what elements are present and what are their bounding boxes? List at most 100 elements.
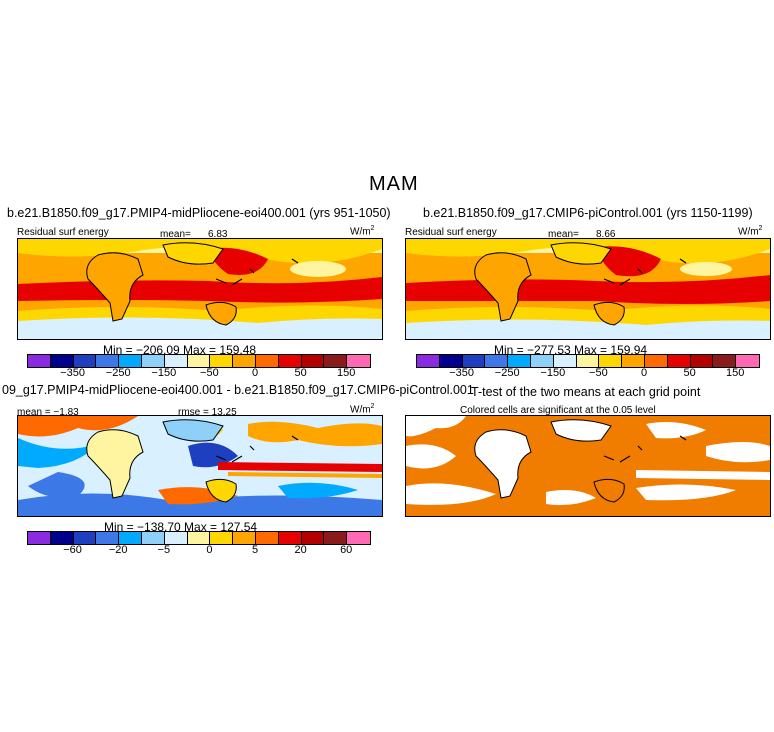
panel-c-colorbar-tick-label: 0	[206, 544, 213, 556]
panel-c-colorbar-tick-label: 5	[251, 544, 259, 556]
panel-a-colorbar-cell	[324, 355, 348, 367]
panel-c-colorbar-cell	[96, 532, 120, 544]
panel-b-colorbar-cell	[576, 355, 600, 367]
panel-c-colorbar-tick-label: 20	[294, 544, 307, 556]
panel-a-minmax: Min = −206.09 Max = 159.48	[103, 343, 257, 357]
panel-a-colorbar-cell	[50, 355, 74, 367]
panel-a-colorbar	[27, 354, 371, 368]
panel-c-colorbar	[27, 531, 371, 545]
panel-a-colorbar-cell	[301, 355, 325, 367]
africa-outline	[86, 252, 144, 322]
panel-c-diff-plot	[18, 416, 382, 516]
panel-b-colorbar-tick-label: 150	[726, 367, 745, 379]
panel-c-colorbar-tick-label: −20	[108, 544, 128, 556]
panel-b-colorbar-tick-label: −350	[449, 367, 474, 379]
panel-b-title: b.e21.B1850.f09_g17.CMIP6-piControl.001 …	[423, 206, 753, 220]
panel-c-rmse: rmse = 13.25	[178, 407, 237, 418]
panel-b-colorbar-cell	[644, 355, 668, 367]
panel-a-title: b.e21.B1850.f09_g17.PMIP4-midPliocene-eo…	[7, 206, 391, 220]
panel-c-minmax: Min = −138.70 Max = 127.54	[104, 520, 258, 534]
panel-c-colorbar-cell	[119, 532, 142, 544]
panel-a-colorbar-cell	[187, 355, 211, 367]
panel-d-subtitle: Colored cells are significant at the 0.0…	[460, 405, 656, 416]
panel-c-colorbar-cell	[50, 532, 74, 544]
southern-cold-band	[18, 317, 382, 339]
panel-b-mean-value: 8.66	[596, 229, 616, 240]
panel-c-colorbar-cell	[141, 532, 165, 544]
panel-d-title: T-test of the two means at each grid poi…	[471, 385, 701, 399]
panel-b-map	[405, 238, 771, 340]
panel-c-map	[17, 415, 383, 517]
panel-b-colorbar-cell	[736, 355, 759, 367]
panel-c-units: W/m2	[350, 403, 375, 416]
panel-a-colorbar-tick-label: −150	[151, 367, 177, 379]
panel-c-colorbar-tick-label: −60	[63, 544, 82, 556]
panel-c-colorbar-cell	[73, 532, 97, 544]
panel-b-colorbar-cell	[553, 355, 577, 367]
panel-a-colorbar-tick-label: −250	[105, 367, 131, 379]
panel-b-colorbar-cell	[439, 355, 463, 367]
panel-b-mean-label: mean=	[548, 229, 579, 240]
panel-a-colorbar-cell	[255, 355, 279, 367]
panel-b-colorbar-cell	[530, 355, 554, 367]
pacific-pale-patch	[290, 261, 346, 277]
panel-a-field-label: Residual surf energy	[17, 227, 109, 238]
africa-outline	[474, 429, 532, 499]
panel-c-colorbar-cell	[278, 532, 302, 544]
panel-c-colorbar-cell	[347, 532, 370, 544]
panel-c-title: 09_g17.PMIP4-midPliocene-eoi400.001 - b.…	[2, 383, 474, 397]
panel-b-colorbar-cell	[417, 355, 440, 367]
panel-a-colorbar-ticks: −350 −250 −150 −50 0 50 150	[27, 367, 371, 381]
equatorial-diff-band	[218, 462, 382, 472]
panel-b-colorbar-cell	[508, 355, 531, 367]
panel-b-colorbar-cell	[667, 355, 691, 367]
panel-a-colorbar-cell	[141, 355, 165, 367]
panel-a-colorbar-cell	[347, 355, 370, 367]
australia-outline	[205, 478, 237, 503]
panel-c-colorbar-cell	[255, 532, 279, 544]
panel-a-colorbar-cell	[233, 355, 256, 367]
panel-a-colorbar-tick-label: −50	[200, 367, 219, 379]
panel-a-field-plot	[18, 239, 382, 339]
panel-b-units: W/m2	[738, 225, 763, 238]
panel-c-colorbar-tick-label: −5	[157, 544, 171, 556]
australia-outline	[593, 301, 625, 326]
panel-b-colorbar-tick-label: −250	[494, 367, 520, 379]
panel-c-mean: mean = −1.83	[17, 407, 79, 418]
panel-a-colorbar-tick-label: −350	[60, 367, 85, 379]
panel-b-colorbar-tick-label: 0	[640, 367, 648, 379]
panel-a-colorbar-cell	[119, 355, 142, 367]
panel-a-colorbar-cell	[73, 355, 97, 367]
panel-c-colorbar-cell	[28, 532, 51, 544]
panel-c-colorbar-tick-label: 60	[340, 544, 353, 556]
panel-a-colorbar-cell	[278, 355, 302, 367]
panel-b-colorbar-tick-label: 50	[683, 367, 696, 379]
panel-b-colorbar-cell	[485, 355, 509, 367]
panel-a-colorbar-cell	[96, 355, 120, 367]
africa-outline	[474, 252, 532, 322]
panel-a-colorbar-tick-label: 50	[294, 367, 307, 379]
season-title: MAM	[369, 173, 419, 195]
panel-a-mean-value: 6.83	[208, 229, 228, 240]
panel-a-colorbar-cell	[210, 355, 234, 367]
panel-a-colorbar-cell	[164, 355, 188, 367]
panel-a-colorbar-tick-label: 0	[251, 367, 259, 379]
panel-a-mean-label: mean=	[160, 229, 191, 240]
panel-c-colorbar-cell	[164, 532, 188, 544]
panel-d-map	[405, 415, 771, 517]
panel-b-colorbar-tick-label: −150	[540, 367, 566, 379]
panel-c-colorbar-cell	[210, 532, 234, 544]
panel-c-colorbar-cell	[187, 532, 211, 544]
panel-b-colorbar-cell	[622, 355, 645, 367]
africa-outline	[86, 429, 144, 499]
panel-b-colorbar-cell	[599, 355, 623, 367]
panel-c-colorbar-cell	[324, 532, 348, 544]
panel-b-minmax: Min = −277.53 Max = 159.94	[494, 343, 648, 357]
panel-b-colorbar-cell	[713, 355, 737, 367]
panel-b-colorbar	[416, 354, 760, 368]
panel-c-colorbar-ticks: −60 −20 −5 0 5 20 60	[27, 544, 371, 558]
australia-outline	[593, 478, 625, 503]
panel-b-colorbar-ticks: −350 −250 −150 −50 0 50 150	[416, 367, 760, 381]
panel-a-colorbar-tick-label: 150	[337, 367, 356, 379]
panel-a-map	[17, 238, 383, 340]
